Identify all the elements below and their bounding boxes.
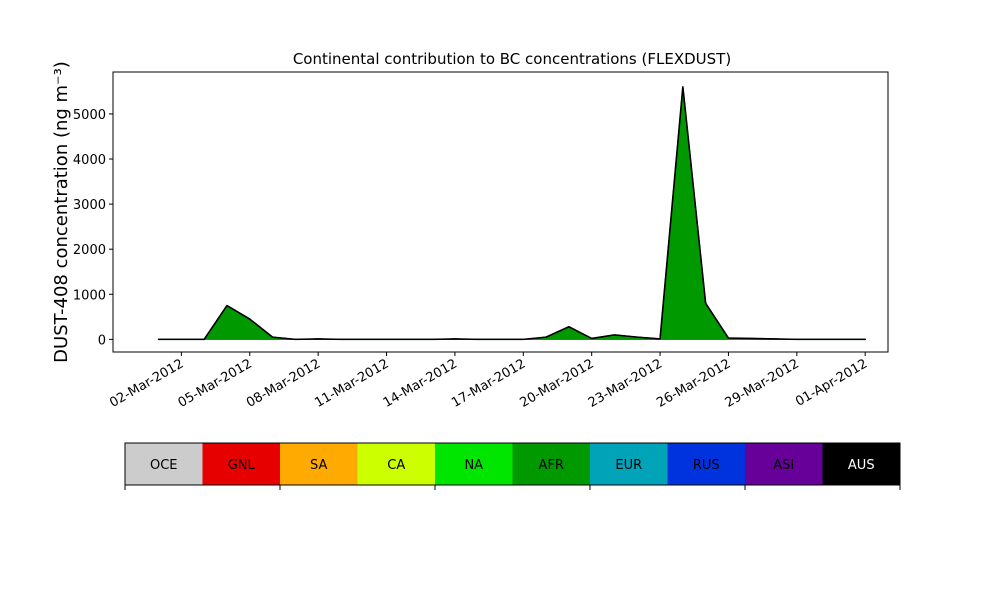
x-tick-label: 20-Mar-2012 [518, 356, 597, 410]
y-tick-label: 3000 [73, 198, 106, 213]
area [157, 86, 867, 341]
legend-swatch [357, 443, 436, 485]
y-tick-label: 1000 [73, 288, 106, 303]
y-tick-label: 0 [98, 333, 106, 348]
y-tick-label: 5000 [73, 108, 106, 123]
legend-label: SA [310, 458, 327, 473]
x-tick-label: 01-Apr-2012 [793, 356, 870, 409]
area [158, 86, 866, 340]
legend-label: RUS [693, 458, 720, 473]
x-tick-label: 23-Mar-2012 [586, 356, 665, 410]
chart-title: Continental contribution to BC concentra… [293, 50, 731, 68]
legend-label: OCE [150, 458, 178, 473]
legend-label: NA [464, 458, 483, 473]
legend-swatch [745, 443, 823, 485]
legend-swatch [822, 443, 901, 485]
legend-swatch [667, 443, 746, 485]
legend-swatch [590, 443, 668, 485]
y-axis-label: DUST-408 concentration (ng m⁻³) [51, 61, 72, 363]
legend-label: AUS [848, 458, 875, 473]
legend-label: CA [387, 458, 405, 473]
legend-label: ASI [773, 458, 794, 473]
y-tick-label: 2000 [73, 243, 106, 258]
x-tick-label: 29-Mar-2012 [723, 356, 802, 410]
legend-label: EUR [615, 458, 642, 473]
x-tick-label: 26-Mar-2012 [654, 356, 733, 410]
legend-swatch [202, 443, 281, 485]
legend-swatch [125, 443, 203, 485]
y-tick-label: 4000 [73, 153, 106, 168]
area [158, 86, 866, 340]
legend-swatch [280, 443, 358, 485]
legend-swatch [512, 443, 591, 485]
legend-swatch [435, 443, 513, 485]
area [158, 86, 866, 340]
x-tick-label: 05-Mar-2012 [176, 356, 255, 410]
plot-frame [112, 71, 889, 353]
x-tick-label: 02-Mar-2012 [107, 356, 186, 410]
x-tick-label: 08-Mar-2012 [244, 356, 323, 410]
area [158, 86, 866, 340]
x-tick-label: 14-Mar-2012 [381, 356, 460, 410]
legend-label: GNL [228, 458, 256, 473]
legend-frame [124, 442, 901, 486]
x-tick-label: 17-Mar-2012 [449, 356, 528, 410]
x-tick-label: 11-Mar-2012 [312, 356, 391, 410]
legend-label: AFR [539, 458, 564, 473]
